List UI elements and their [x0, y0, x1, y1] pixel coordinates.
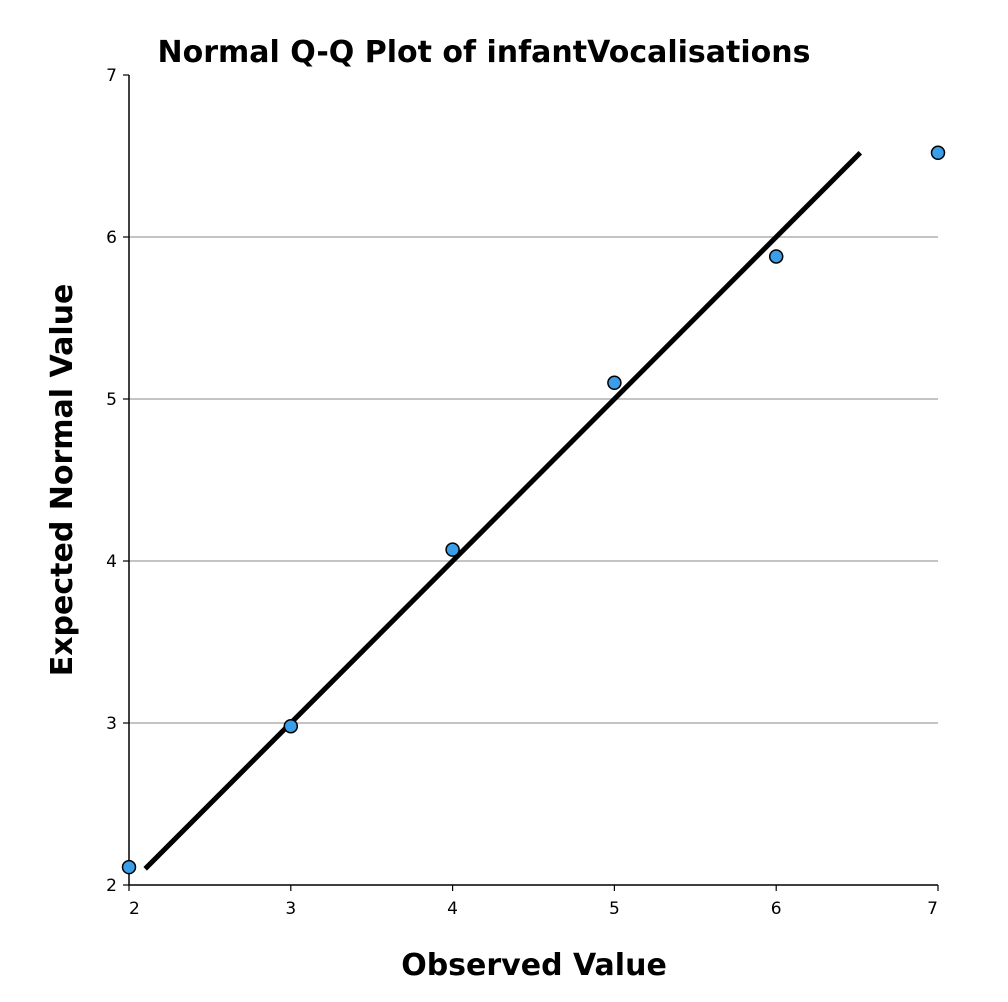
- data-point-1: [121, 859, 137, 875]
- reference-line: [143, 150, 863, 871]
- y-tick-label-4: 4: [106, 552, 117, 572]
- data-points: [121, 145, 946, 875]
- x-tick-label-4: 4: [447, 899, 458, 919]
- x-tick-label-7: 7: [927, 899, 938, 919]
- data-point-2: [283, 718, 299, 734]
- y-tick-label-5: 5: [106, 390, 117, 410]
- data-point-5: [768, 249, 784, 264]
- y-axis-title: Expected Normal Value: [45, 284, 80, 677]
- x-axis-title: Observed Value: [401, 948, 667, 983]
- x-tick-label-6: 6: [771, 899, 782, 919]
- x-tick-label-5: 5: [609, 899, 620, 919]
- y-tick-label-7: 7: [106, 66, 117, 86]
- x-tick-label-2: 2: [129, 899, 140, 919]
- chart-title: Normal Q-Q Plot of infantVocalisations: [158, 35, 811, 70]
- gridlines: [129, 236, 938, 724]
- y-tick-label-3: 3: [106, 714, 117, 734]
- data-point-3: [445, 542, 460, 557]
- y-tick-label-6: 6: [106, 228, 117, 248]
- y-axis-ticks: 2 3 4 5 6 7: [106, 66, 129, 896]
- data-point-4: [607, 375, 622, 391]
- data-point-6: [930, 145, 946, 161]
- x-tick-label-3: 3: [285, 899, 296, 919]
- y-tick-label-2: 2: [106, 876, 117, 896]
- x-axis-ticks: 2 3 4 5 6 7: [128, 885, 939, 919]
